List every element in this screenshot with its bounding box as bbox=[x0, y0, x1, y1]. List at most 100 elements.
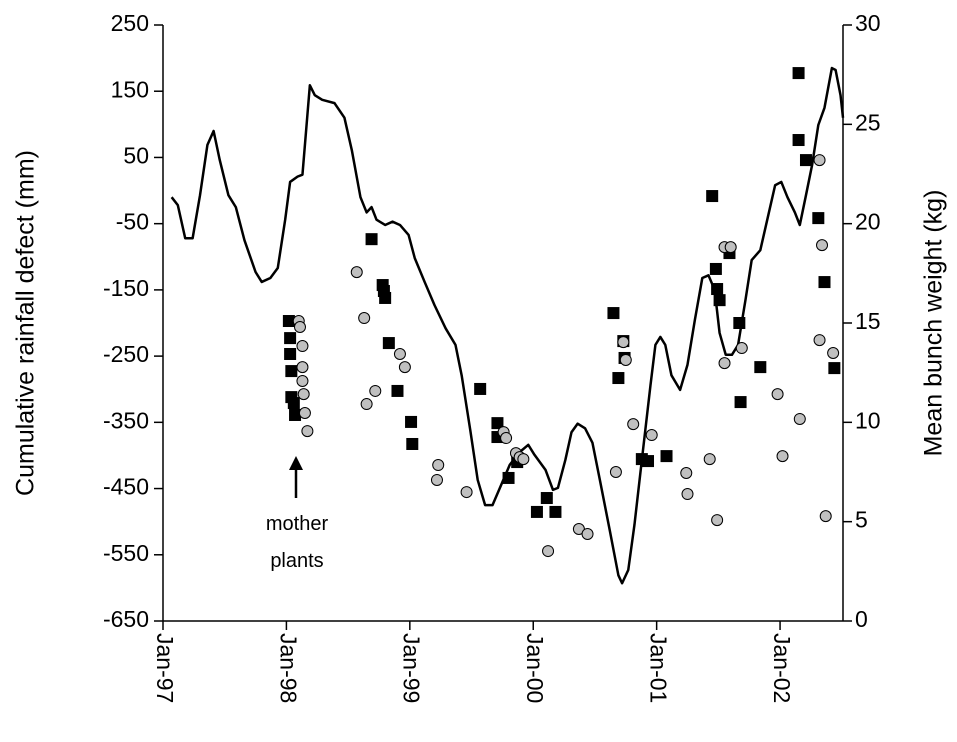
weight-circle bbox=[369, 384, 382, 397]
weight-circle bbox=[776, 450, 789, 463]
weight-square bbox=[379, 291, 392, 304]
weight-square bbox=[792, 67, 805, 80]
x-tick-label: Jan-98 bbox=[275, 633, 301, 703]
rainfall-deficit-line bbox=[170, 66, 845, 585]
x-tick-label: Jan-02 bbox=[769, 633, 795, 703]
y2-tick-label: 30 bbox=[855, 10, 881, 36]
weight-square bbox=[734, 396, 747, 409]
x-tick-label: Jan-97 bbox=[152, 633, 178, 703]
y2-axis-title: Mean bunch weight (kg) bbox=[920, 190, 948, 457]
weight-circle bbox=[298, 406, 311, 419]
y-axis-title: Cumulative rainfall defect (mm) bbox=[12, 150, 40, 496]
weight-square bbox=[642, 455, 655, 468]
weight-circle bbox=[296, 361, 309, 374]
weight-circle bbox=[296, 340, 309, 353]
weight-circle bbox=[793, 412, 806, 425]
weight-square bbox=[406, 437, 419, 450]
weight-square bbox=[285, 365, 298, 378]
weight-circle bbox=[735, 342, 748, 355]
weight-circle bbox=[350, 266, 363, 279]
weight-square bbox=[818, 276, 831, 289]
weight-square bbox=[284, 347, 297, 360]
annotation: mother plants bbox=[265, 513, 329, 572]
weight-circle bbox=[460, 486, 473, 499]
weight-circle bbox=[301, 425, 314, 438]
weight-circle bbox=[393, 347, 406, 360]
weight-square bbox=[799, 154, 812, 167]
weight-circle bbox=[703, 453, 716, 466]
y2-tick-label: 10 bbox=[855, 407, 881, 433]
weight-circle bbox=[517, 453, 530, 466]
weight-square bbox=[711, 283, 724, 296]
weight-square bbox=[607, 307, 620, 320]
weight-square bbox=[812, 212, 825, 225]
weight-circle bbox=[816, 239, 829, 252]
weight-circle bbox=[813, 334, 826, 347]
y-tick-label: 50 bbox=[123, 143, 149, 169]
y2-tick-label: 0 bbox=[855, 606, 868, 632]
y2-tick-label: 5 bbox=[855, 507, 868, 533]
y-tick-label: 250 bbox=[111, 10, 149, 36]
weight-square bbox=[289, 408, 302, 421]
weight-circle bbox=[718, 357, 731, 370]
y-tick-label: -50 bbox=[116, 209, 149, 235]
x-tick-label: Jan-01 bbox=[646, 633, 672, 703]
weight-circle bbox=[827, 346, 840, 359]
weight-circle bbox=[296, 375, 309, 388]
weight-circle bbox=[500, 432, 513, 445]
weight-circle bbox=[627, 418, 640, 431]
annotation-arrowhead bbox=[289, 456, 303, 470]
weight-square bbox=[828, 362, 841, 375]
weight-circle bbox=[681, 488, 694, 501]
y-tick-label: -550 bbox=[103, 540, 149, 566]
y2-tick-label: 20 bbox=[855, 209, 881, 235]
x-tick-label: Jan-99 bbox=[399, 633, 425, 703]
weight-square bbox=[792, 134, 805, 147]
weight-square bbox=[549, 505, 562, 518]
weight-square bbox=[612, 372, 625, 385]
weight-square bbox=[530, 505, 543, 518]
weight-circle bbox=[432, 459, 445, 472]
x-tick-label: Jan-00 bbox=[522, 633, 548, 703]
y2-tick-label: 25 bbox=[855, 109, 881, 135]
weight-circle bbox=[813, 154, 826, 167]
weight-square bbox=[709, 262, 722, 275]
weight-square bbox=[540, 492, 553, 505]
weight-circle bbox=[581, 527, 594, 540]
weight-square bbox=[382, 337, 395, 350]
weight-circle bbox=[358, 312, 371, 325]
weight-circle bbox=[398, 361, 411, 374]
weight-square bbox=[502, 471, 515, 484]
y-tick-label: 150 bbox=[111, 76, 149, 102]
weight-square bbox=[287, 397, 300, 410]
y-tick-label: -650 bbox=[103, 606, 149, 632]
weight-square bbox=[391, 384, 404, 397]
weight-square bbox=[365, 233, 378, 246]
weight-square bbox=[713, 294, 726, 307]
weight-square bbox=[706, 190, 719, 203]
weight-circle bbox=[430, 473, 443, 486]
weight-circle bbox=[645, 429, 658, 442]
weight-circle bbox=[724, 241, 737, 254]
weight-square bbox=[474, 382, 487, 395]
weight-circle bbox=[619, 353, 632, 366]
weight-square bbox=[660, 450, 673, 463]
weight-circle bbox=[360, 398, 373, 411]
weight-square bbox=[284, 332, 297, 345]
weight-square bbox=[405, 415, 418, 428]
weight-square bbox=[733, 317, 746, 329]
weight-square bbox=[491, 417, 504, 430]
weight-circle bbox=[617, 336, 630, 349]
y-tick-label: -350 bbox=[103, 407, 149, 433]
weight-square bbox=[282, 315, 295, 328]
weight-square bbox=[754, 361, 767, 374]
weight-circle bbox=[297, 388, 310, 401]
y-tick-label: -450 bbox=[103, 474, 149, 500]
y2-tick-label: 15 bbox=[855, 308, 881, 334]
weight-circle bbox=[609, 466, 622, 478]
y-tick-label: -250 bbox=[103, 341, 149, 367]
weight-circle bbox=[711, 514, 724, 527]
weight-circle bbox=[771, 388, 784, 401]
